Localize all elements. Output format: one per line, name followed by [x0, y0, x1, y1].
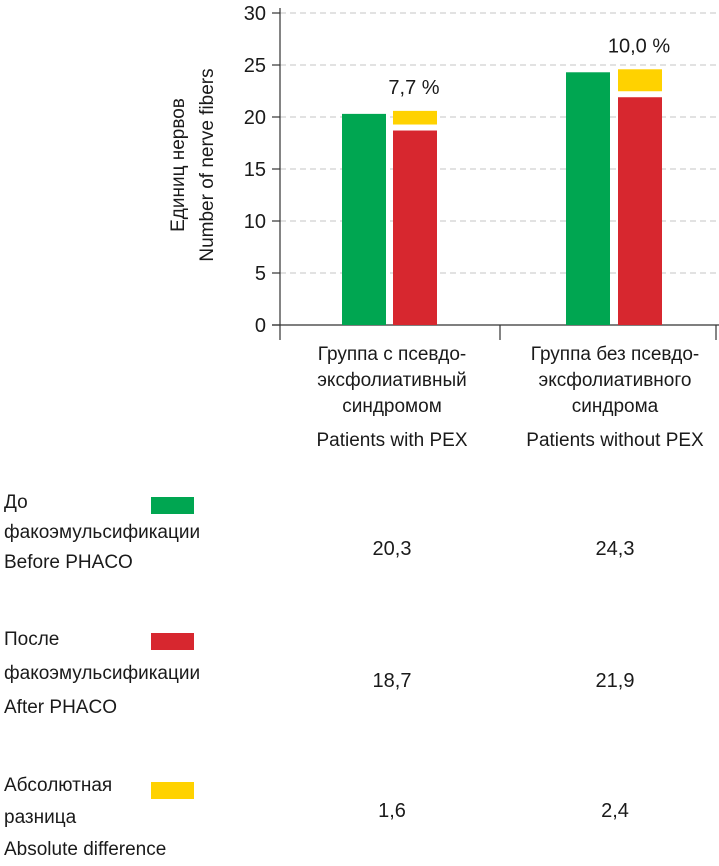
percent-annotation: 7,7 % — [388, 77, 439, 99]
legend-label-difference: Абсолютная разница Absolute difference — [4, 770, 166, 866]
y-axis-label-en: Number of nerve fibers — [197, 68, 218, 261]
legend-line: факоэмульсификации — [4, 522, 201, 543]
y-tick-label: 0 — [255, 315, 266, 337]
category-line: эксфолиативный — [317, 370, 467, 391]
bar-chart: 0 5 10 15 20 25 30 Единиц нервов Number of nerve… — [168, 3, 719, 340]
legend-line: факоэмульсификации — [4, 663, 201, 684]
value-cell: 2,4 — [601, 800, 629, 822]
category-line: Группа без псевдо- — [530, 344, 700, 365]
legend-swatch-before — [151, 497, 194, 514]
category-line: Patients with PEX — [316, 430, 468, 451]
legend-line: Absolute difference — [4, 839, 167, 860]
y-tick-label: 30 — [244, 3, 266, 25]
category-label-without-pex: Группа без псевдо- эксфолиативного синдр… — [515, 342, 715, 454]
bar-before — [342, 113, 386, 325]
category-line: синдромом — [342, 396, 442, 417]
legend-swatch-after — [151, 633, 194, 650]
y-tick-label: 5 — [255, 263, 266, 285]
bar-difference — [618, 69, 662, 92]
value-cell: 1,6 — [378, 800, 406, 822]
category-line: эксфолиативного — [538, 370, 692, 391]
y-tick-label: 20 — [244, 107, 266, 129]
bar-after — [393, 130, 437, 325]
y-axis-label-ru: Единиц нервов — [168, 98, 189, 232]
value-cell: 20,3 — [372, 538, 412, 560]
category-line: Patients without PEX — [526, 430, 704, 451]
legend-line: Абсолютная — [4, 775, 113, 796]
bar-after — [618, 97, 662, 326]
legend-line: разница — [4, 807, 77, 828]
value-cell: 18,7 — [372, 670, 412, 692]
legend-line: До — [4, 492, 28, 513]
legend-line: Before PHACO — [4, 552, 133, 573]
category-line: синдрома — [571, 396, 659, 417]
category-label-with-pex: Группа с псевдо- эксфолиативный синдромо… — [292, 342, 492, 454]
value-cell: 21,9 — [595, 670, 635, 692]
legend-label-before: До факоэмульсификации Before PHACO — [4, 488, 200, 578]
category-line: Группа с псевдо- — [317, 344, 467, 365]
y-tick-label: 15 — [244, 159, 266, 181]
bar-difference — [393, 110, 437, 125]
legend-line: After PHACO — [4, 697, 117, 718]
bar-before — [566, 72, 610, 325]
legend-line: После — [4, 629, 60, 650]
legend-swatch-difference — [151, 782, 194, 799]
y-tick-label: 10 — [244, 211, 266, 233]
y-tick-label: 25 — [244, 55, 266, 77]
legend-label-after: После факоэмульсификации After PHACO — [4, 623, 200, 725]
value-cell: 24,3 — [595, 538, 635, 560]
percent-annotation: 10,0 % — [608, 35, 670, 57]
